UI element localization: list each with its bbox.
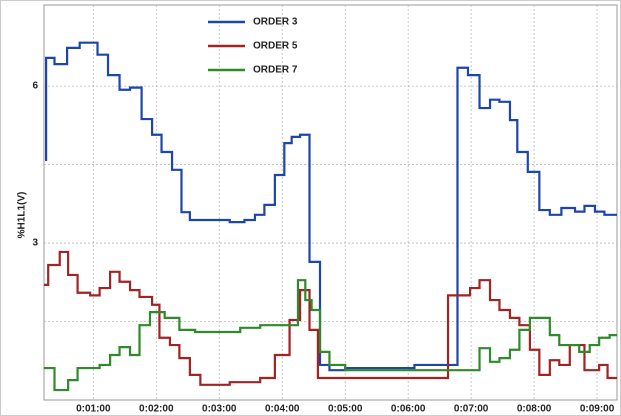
series-line xyxy=(44,250,617,386)
series-line xyxy=(44,41,617,372)
x-tick-label: 0:02:00 xyxy=(139,404,174,415)
plot-area xyxy=(43,4,618,401)
x-tick-label: 0:09:00 xyxy=(580,404,615,415)
y-tick-label: 6 xyxy=(32,81,38,92)
legend-label: ORDER 5 xyxy=(253,41,298,52)
x-tick-label: 0:03:00 xyxy=(202,404,237,415)
x-tick-label: 0:06:00 xyxy=(391,404,426,415)
legend-label: ORDER 3 xyxy=(253,17,298,28)
y-axis-label: %H1L1(V) xyxy=(17,192,28,239)
x-tick-label: 0:01:00 xyxy=(76,404,111,415)
legend-label: ORDER 7 xyxy=(253,65,298,76)
x-tick-label: 0:05:00 xyxy=(328,404,363,415)
x-tick-label: 0:08:00 xyxy=(517,404,552,415)
series-line xyxy=(44,279,617,392)
x-tick-label: 0:07:00 xyxy=(454,404,489,415)
x-tick-label: 0:04:00 xyxy=(265,404,300,415)
y-tick-label: 3 xyxy=(32,238,38,249)
